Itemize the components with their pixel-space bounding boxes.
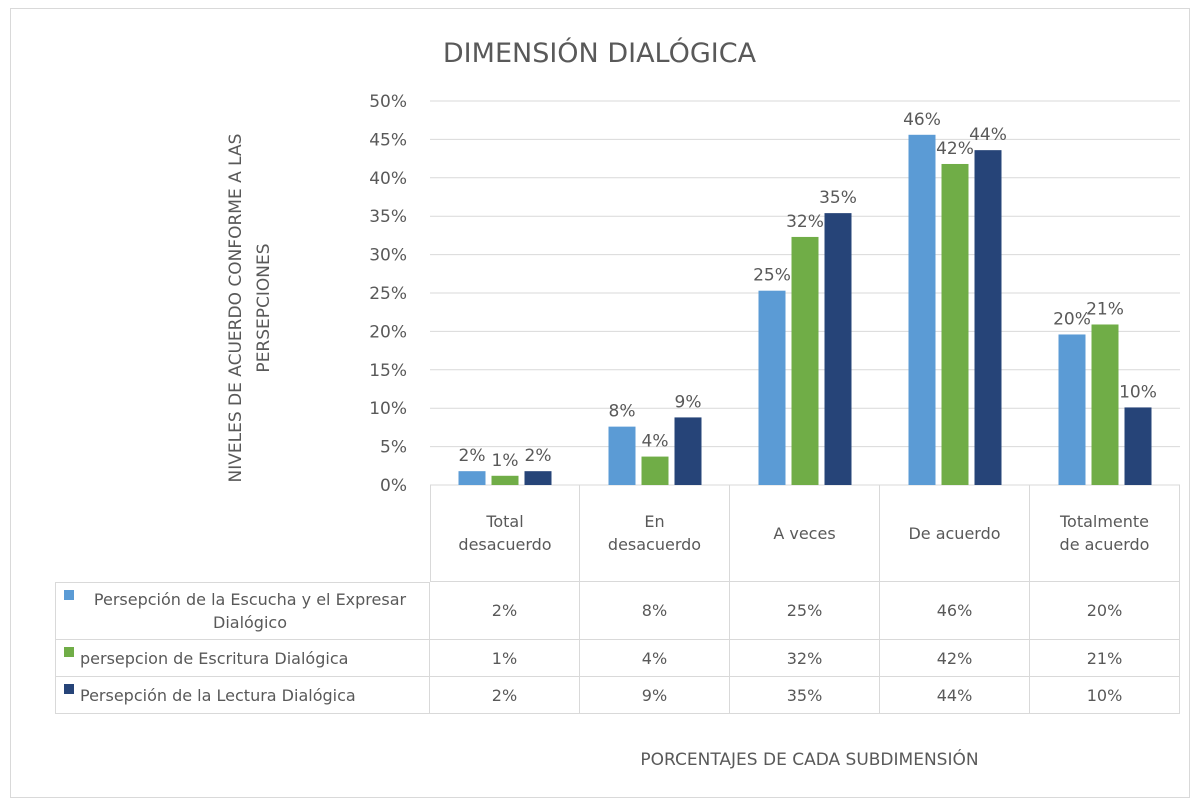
category-cell: De acuerdo	[880, 485, 1030, 582]
legend-label: Persepción de la Escucha y el Expresar D…	[93, 590, 407, 632]
bar	[941, 163, 969, 485]
data-label: 21%	[1086, 299, 1124, 319]
bar	[824, 213, 852, 486]
category-cell: Totalmente de acuerdo	[1030, 485, 1180, 582]
bar	[491, 475, 519, 485]
bar	[458, 471, 486, 485]
table-value: 42%	[880, 640, 1030, 677]
bar	[791, 236, 819, 485]
table-value: 8%	[580, 582, 730, 640]
y-tick-label: 30%	[369, 246, 407, 266]
table-value: 32%	[730, 640, 880, 677]
y-tick-label: 35%	[369, 207, 407, 227]
bar	[758, 290, 786, 485]
bar	[974, 150, 1002, 486]
data-label: 35%	[819, 188, 857, 208]
legend-label: persepcion de Escritura Dialógica	[80, 648, 349, 668]
legend-label: Persepción de la Lectura Dialógica	[80, 685, 356, 705]
table-value: 20%	[1030, 582, 1180, 640]
category-cell: A veces	[730, 485, 880, 582]
data-label: 42%	[936, 139, 974, 159]
y-tick-label: 0%	[380, 476, 407, 496]
data-label: 20%	[1053, 309, 1091, 329]
table-value: 4%	[580, 640, 730, 677]
bar	[1124, 407, 1152, 485]
table-value: 2%	[430, 582, 580, 640]
data-label: 32%	[786, 212, 824, 232]
legend-swatch	[64, 684, 74, 694]
y-tick-label: 5%	[380, 438, 407, 458]
y-tick-label: 25%	[369, 284, 407, 304]
data-label: 10%	[1119, 382, 1157, 402]
y-tick-label: 50%	[369, 92, 407, 112]
bar	[608, 426, 636, 485]
data-label: 9%	[675, 392, 702, 412]
data-label: 44%	[969, 125, 1007, 145]
data-label: 2%	[525, 446, 552, 466]
y-tick-label: 15%	[369, 361, 407, 381]
bar	[641, 456, 669, 485]
bar	[1091, 324, 1119, 485]
category-cell: Total desacuerdo	[430, 485, 580, 582]
table-value: 10%	[1030, 677, 1180, 714]
y-tick-label: 10%	[369, 399, 407, 419]
x-axis-title: PORCENTAJES DE CADA SUBDIMENSIÓN	[640, 750, 979, 770]
bar	[908, 134, 936, 486]
category-cell: En desacuerdo	[580, 485, 730, 582]
table-value: 46%	[880, 582, 1030, 640]
legend-cell: persepcion de Escritura Dialógica	[55, 640, 430, 677]
data-label: 25%	[753, 266, 791, 286]
y-tick-label: 20%	[369, 322, 407, 342]
y-tick-label: 40%	[369, 169, 407, 189]
legend-cell: Persepción de la Lectura Dialógica	[55, 677, 430, 714]
bar	[524, 471, 552, 485]
legend-swatch	[64, 590, 74, 600]
legend-cell: Persepción de la Escucha y el Expresar D…	[55, 582, 430, 640]
table-value: 44%	[880, 677, 1030, 714]
data-label: 1%	[492, 451, 519, 471]
chart-frame	[10, 8, 1190, 798]
table-value: 35%	[730, 677, 880, 714]
bar	[1058, 334, 1086, 485]
data-label: 8%	[609, 402, 636, 422]
table-value: 25%	[730, 582, 880, 640]
table-value: 2%	[430, 677, 580, 714]
data-label: 4%	[642, 432, 669, 452]
y-tick-label: 45%	[369, 130, 407, 150]
data-label: 2%	[459, 446, 486, 466]
bar	[674, 417, 702, 485]
chart-title: DIMENSIÓN DIALÓGICA	[442, 38, 757, 69]
table-value: 1%	[430, 640, 580, 677]
legend-swatch	[64, 647, 74, 657]
table-value: 21%	[1030, 640, 1180, 677]
data-label: 46%	[903, 110, 941, 130]
table-value: 9%	[580, 677, 730, 714]
